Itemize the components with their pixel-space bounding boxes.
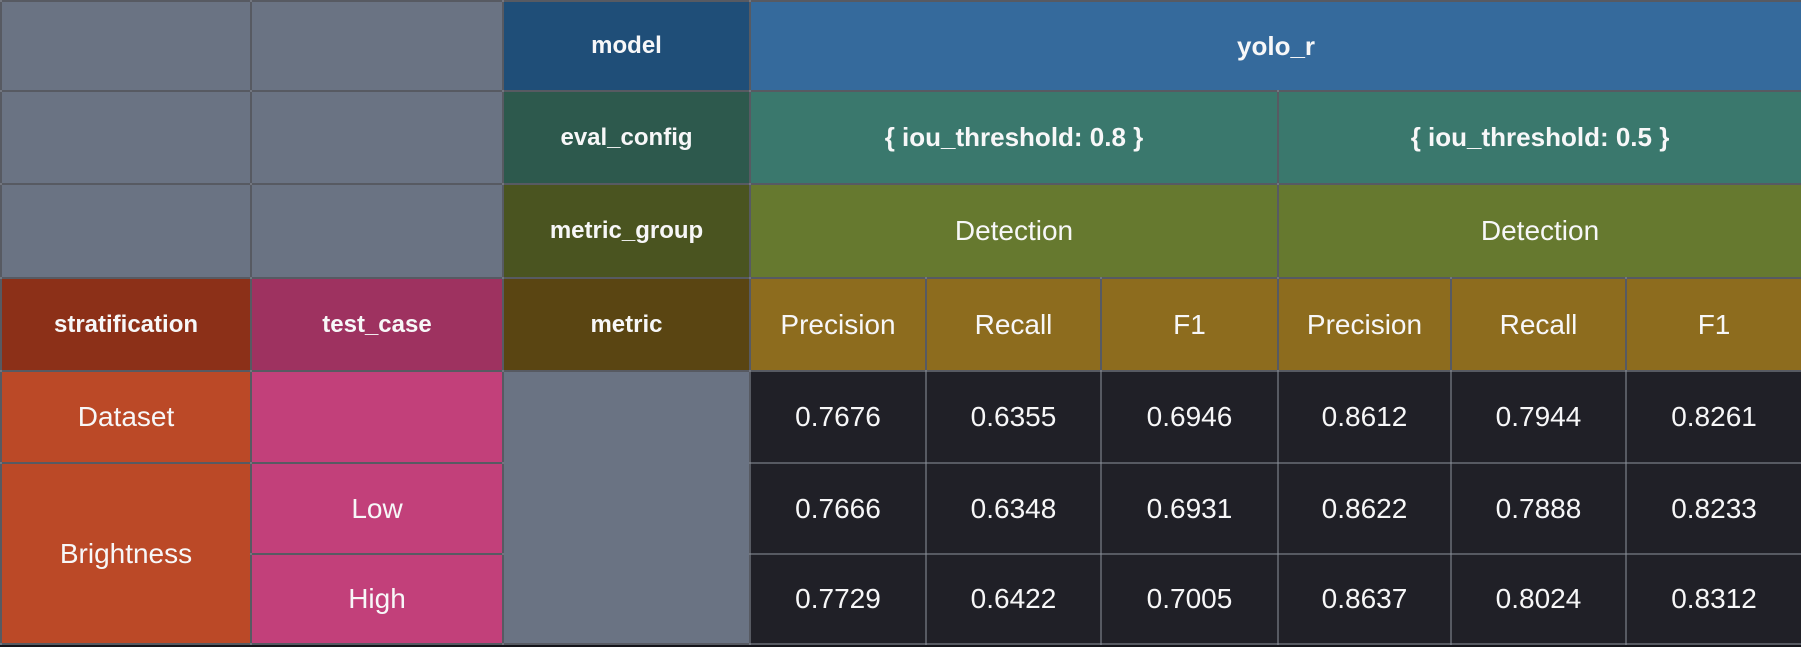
column-header-test-case: test_case [250, 277, 504, 372]
corner-cell [250, 0, 504, 92]
stratification-cell-dataset: Dataset [0, 370, 252, 464]
value-cell: 0.6931 [1100, 462, 1279, 555]
corner-cell [250, 183, 504, 279]
corner-cell [0, 90, 252, 185]
value-cell: 0.7676 [749, 370, 927, 464]
row-label-model: model [502, 0, 751, 92]
value-cell: 0.6422 [925, 553, 1102, 645]
metric-header-f1-0: F1 [1100, 277, 1279, 372]
metric-header-precision-1: Precision [1277, 277, 1452, 372]
model-name-cell: yolo_r [748, 0, 1801, 92]
eval-config-cell-0: { iou_threshold: 0.8 } [749, 90, 1279, 185]
value-cell: 0.7666 [749, 462, 927, 555]
test-case-cell-low: Low [250, 462, 504, 555]
value-cell: 0.7944 [1450, 370, 1627, 464]
test-case-cell-empty [250, 370, 504, 464]
value-cell: 0.8622 [1277, 462, 1452, 555]
row-label-metric-group: metric_group [502, 183, 751, 279]
value-cell: 0.8261 [1624, 370, 1801, 464]
value-cell: 0.8637 [1277, 553, 1452, 645]
value-cell: 0.7888 [1450, 462, 1627, 555]
value-cell: 0.7729 [749, 553, 927, 645]
metric-spacer-cell [502, 370, 751, 645]
metric-group-cell-1: Detection [1276, 183, 1801, 279]
value-cell: 0.8312 [1624, 553, 1801, 645]
corner-cell [0, 183, 252, 279]
value-cell: 0.6946 [1100, 370, 1279, 464]
value-cell: 0.8612 [1277, 370, 1452, 464]
value-cell: 0.6355 [925, 370, 1102, 464]
column-header-stratification: stratification [0, 277, 252, 372]
metric-header-precision-0: Precision [749, 277, 927, 372]
value-cell: 0.7005 [1100, 553, 1279, 645]
eval-config-cell-1: { iou_threshold: 0.5 } [1276, 90, 1801, 185]
row-label-metric: metric [502, 277, 751, 372]
test-case-cell-high: High [250, 553, 504, 645]
value-cell: 0.6348 [925, 462, 1102, 555]
stratification-cell-brightness: Brightness [0, 462, 252, 645]
row-label-eval-config: eval_config [502, 90, 751, 185]
metric-header-recall-0: Recall [925, 277, 1102, 372]
value-cell: 0.8233 [1624, 462, 1801, 555]
corner-cell [250, 90, 504, 185]
corner-cell [0, 0, 252, 92]
metric-header-recall-1: Recall [1450, 277, 1627, 372]
metric-group-cell-0: Detection [749, 183, 1279, 279]
value-cell: 0.8024 [1450, 553, 1627, 645]
metric-header-f1-1: F1 [1624, 277, 1801, 372]
